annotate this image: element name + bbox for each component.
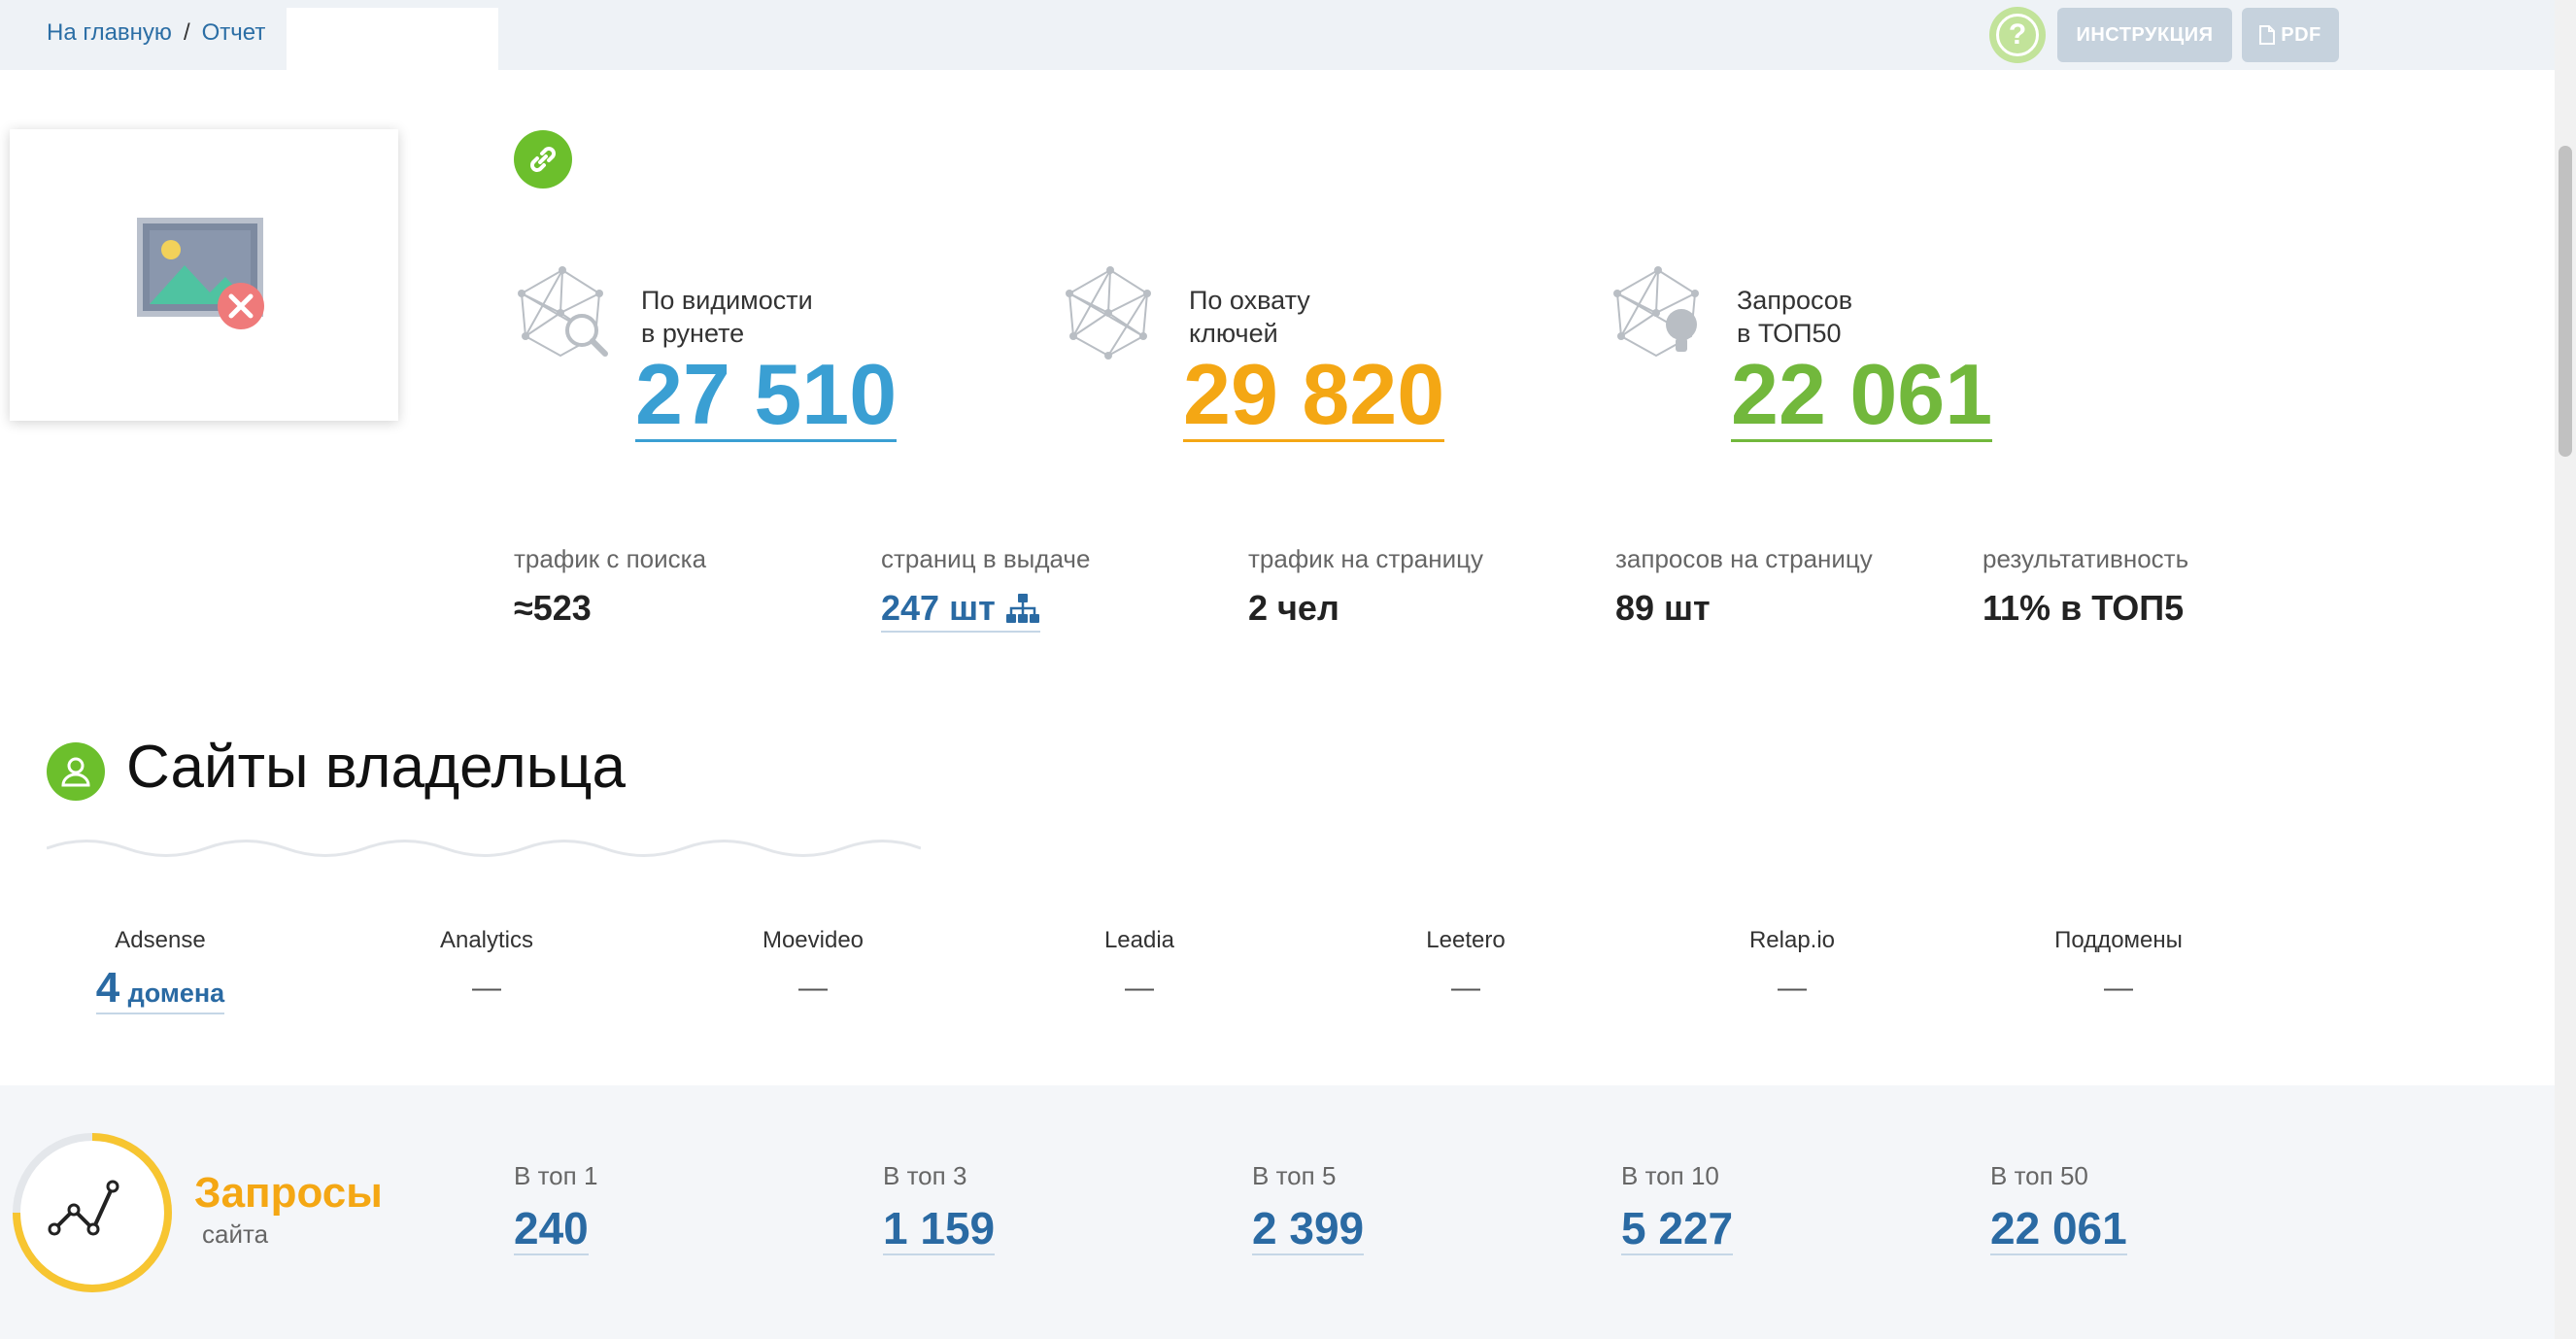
service-label: Leetero <box>1426 927 1506 953</box>
metric-label: страниц в выдаче <box>881 544 1091 573</box>
top-label: В топ 5 <box>1252 1161 1337 1190</box>
breadcrumb: На главную / Отчет <box>47 19 265 47</box>
top-value[interactable]: 1 159 <box>883 1203 996 1255</box>
wave-divider <box>47 840 921 857</box>
service-value: — <box>1125 972 1154 1004</box>
service-relap: Relap.io — <box>1666 927 1918 1005</box>
breadcrumb-separator: / <box>183 19 190 46</box>
service-value: — <box>1451 972 1480 1004</box>
service-value: — <box>472 972 501 1004</box>
section-title: Сайты владельца <box>126 734 627 801</box>
top-value[interactable]: 2 399 <box>1252 1203 1365 1255</box>
metric-search-traffic: трафик с поиска ≈523 <box>514 544 706 629</box>
metric-effectiveness: результативность 11% в ТОП5 <box>1983 544 2188 629</box>
service-label: Leadia <box>1103 927 1175 953</box>
service-value-link[interactable]: 4 домена <box>95 964 225 1014</box>
sitemap-icon <box>1005 594 1039 623</box>
top-label: В топ 50 <box>1990 1161 2088 1190</box>
metric-value: ≈523 <box>514 588 592 628</box>
scrollbar[interactable] <box>2555 0 2576 1339</box>
top50-label-line1: Запросов <box>1737 286 1853 315</box>
top-1: В топ 1 240 <box>514 1161 597 1255</box>
service-value: — <box>798 972 828 1004</box>
breadcrumb-current[interactable]: Отчет <box>201 19 266 46</box>
broken-image-icon <box>137 218 264 329</box>
service-label: Поддомены <box>2054 927 2183 953</box>
top-value[interactable]: 22 061 <box>1990 1203 2127 1255</box>
network-search-icon <box>518 266 608 358</box>
service-label: Adsense <box>115 927 206 953</box>
coverage-label-line1: По охвату <box>1189 286 1310 315</box>
top-3: В топ 3 1 159 <box>883 1161 996 1255</box>
breadcrumb-domain-blank <box>287 8 498 70</box>
visibility-label: По видимости в рунете <box>641 284 813 350</box>
metric-traffic-per-page: трафик на страницу 2 чел <box>1248 544 1483 629</box>
coverage-label: По охвату ключей <box>1189 284 1310 350</box>
network-bulb-icon <box>1613 266 1699 358</box>
user-icon <box>47 742 105 801</box>
top-label: В топ 10 <box>1621 1161 1719 1190</box>
coverage-label-line2: ключей <box>1189 319 1278 348</box>
metric-label: трафик с поиска <box>514 544 707 573</box>
breadcrumb-home-link[interactable]: На главную <box>47 19 172 46</box>
instructions-button[interactable]: ИНСТРУКЦИЯ <box>2057 8 2232 62</box>
metric-label: результативность <box>1983 544 2189 573</box>
top-value[interactable]: 5 227 <box>1621 1203 1734 1255</box>
link-icon[interactable] <box>514 130 572 189</box>
metric-value: 2 чел <box>1248 588 1339 628</box>
top-5: В топ 5 2 399 <box>1252 1161 1365 1255</box>
service-count: 4 <box>95 964 120 1012</box>
queries-subtitle: сайта <box>202 1219 269 1249</box>
top-50: В топ 50 22 061 <box>1990 1161 2127 1255</box>
service-label: Relap.io <box>1748 927 1836 953</box>
metric-pages-in-serp: страниц в выдаче 247 шт <box>881 544 1090 633</box>
visibility-label-line1: По видимости <box>641 286 813 315</box>
metric-label: запросов на страницу <box>1615 544 1873 573</box>
service-adsense: Adsense 4 домена <box>34 927 287 1014</box>
help-button[interactable]: ? <box>1989 7 2046 63</box>
top-10: В топ 10 5 227 <box>1621 1161 1734 1255</box>
visibility-value[interactable]: 27 510 <box>635 346 898 442</box>
network-icon <box>1066 266 1151 360</box>
metric-value: 89 шт <box>1615 588 1711 628</box>
service-analytics: Analytics — <box>360 927 613 1005</box>
pdf-button[interactable]: PDF <box>2242 8 2339 62</box>
service-leetero: Leetero — <box>1339 927 1592 1005</box>
metric-label: трафик на страницу <box>1248 544 1483 573</box>
site-thumbnail <box>10 129 398 421</box>
service-unit: домена <box>127 978 225 1008</box>
top-label: В топ 3 <box>883 1161 967 1190</box>
visibility-label-line2: в рунете <box>641 319 745 348</box>
question-icon: ? <box>1996 14 2039 56</box>
pdf-file-icon <box>2259 25 2276 45</box>
metric-value: 11% в ТОП5 <box>1983 588 2185 628</box>
service-subdomains: Поддомены — <box>1992 927 2245 1005</box>
top-value[interactable]: 240 <box>514 1203 589 1255</box>
metric-value: 247 шт <box>881 588 996 628</box>
top50-label-line2: в ТОП50 <box>1737 319 1842 348</box>
scrollbar-thumb[interactable] <box>2559 146 2572 457</box>
service-label: Analytics <box>439 927 534 953</box>
service-value: — <box>1778 972 1807 1004</box>
metric-queries-per-page: запросов на страницу 89 шт <box>1615 544 1873 629</box>
pdf-button-label: PDF <box>2281 23 2322 46</box>
service-leadia: Leadia — <box>1013 927 1266 1005</box>
queries-title: Запросы <box>194 1169 383 1217</box>
top50-value[interactable]: 22 061 <box>1731 346 1993 442</box>
top-label: В топ 1 <box>514 1161 598 1190</box>
chart-line-icon <box>13 1133 172 1292</box>
coverage-value[interactable]: 29 820 <box>1183 346 1445 442</box>
service-value: — <box>2104 972 2133 1004</box>
service-moevideo: Moevideo — <box>687 927 939 1005</box>
top50-label: Запросов в ТОП50 <box>1737 284 1852 350</box>
metric-value-link[interactable]: 247 шт <box>881 588 1040 633</box>
top-bar: На главную / Отчет ? ИНСТРУКЦИЯ PDF <box>0 0 2555 70</box>
service-label: Moevideo <box>762 927 864 953</box>
queries-section <box>0 1085 2555 1339</box>
